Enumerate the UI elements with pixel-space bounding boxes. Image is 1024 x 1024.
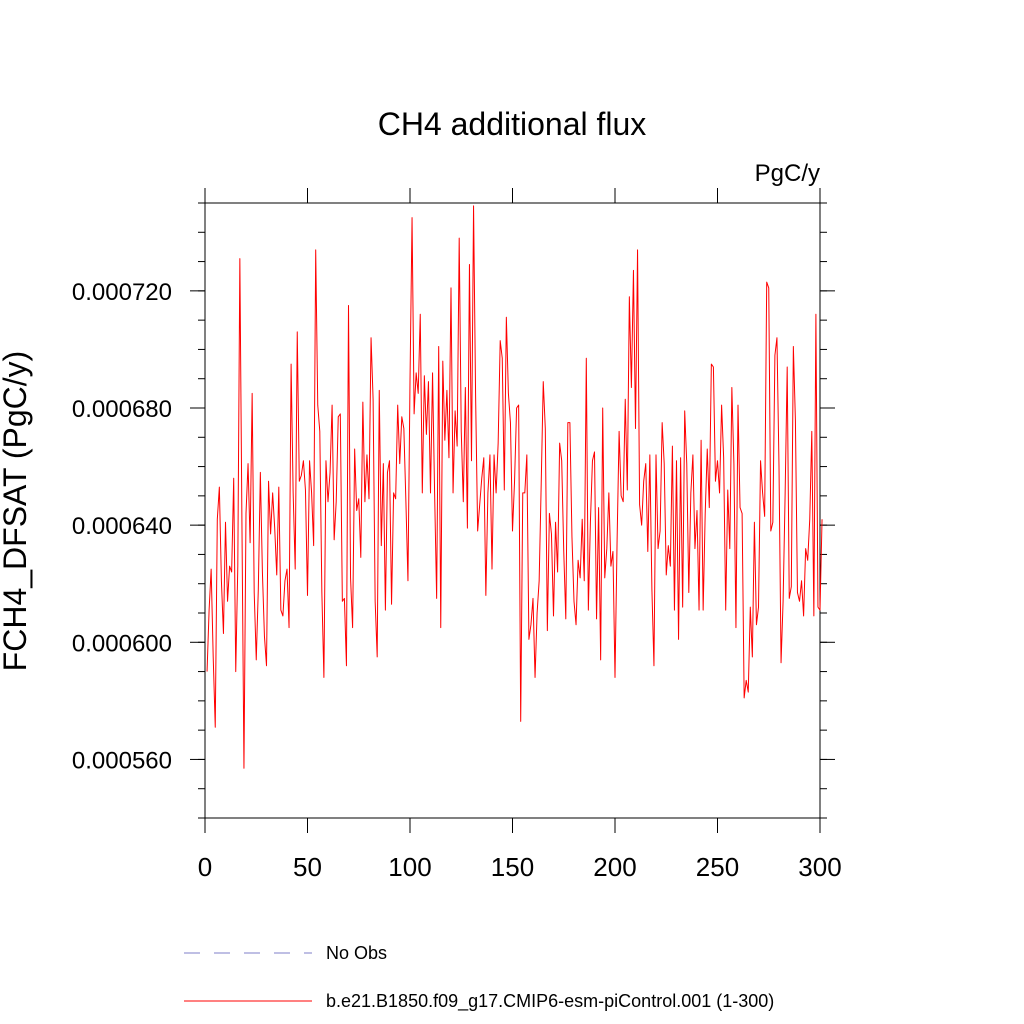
y-axis-label: FCH4_DFSAT (PgC/y) bbox=[0, 351, 33, 672]
x-tick-labels: 0 50 100 150 200 250 300 bbox=[198, 852, 842, 882]
y-tick-label: 0.000720 bbox=[72, 279, 172, 306]
y-tick-labels: 0.000560 0.000600 0.000640 0.000680 0.000720 bbox=[72, 279, 172, 775]
y-tick-label: 0.000640 bbox=[72, 513, 172, 540]
major-ticks bbox=[190, 188, 835, 833]
x-tick-label: 50 bbox=[293, 852, 322, 882]
series-group bbox=[206, 205, 823, 769]
plot-area bbox=[190, 188, 835, 833]
x-tick-label: 0 bbox=[198, 852, 212, 882]
x-tick-label: 150 bbox=[491, 852, 534, 882]
legend-label: No Obs bbox=[326, 943, 387, 963]
series-line bbox=[206, 205, 823, 769]
y-tick-label: 0.000680 bbox=[72, 396, 172, 423]
legend: No Obs b.e21.B1850.f09_g17.CMIP6-esm-piCo… bbox=[184, 943, 774, 1012]
x-tick-label: 250 bbox=[696, 852, 739, 882]
x-tick-label: 200 bbox=[593, 852, 636, 882]
x-tick-label: 100 bbox=[388, 852, 431, 882]
y-tick-label: 0.000560 bbox=[72, 747, 172, 774]
chart-title: CH4 additional flux bbox=[378, 106, 647, 142]
legend-label: b.e21.B1850.f09_g17.CMIP6-esm-piControl.… bbox=[326, 991, 774, 1012]
x-tick-label: 300 bbox=[798, 852, 841, 882]
units-label: PgC/y bbox=[755, 160, 820, 187]
y-tick-label: 0.000600 bbox=[72, 630, 172, 657]
